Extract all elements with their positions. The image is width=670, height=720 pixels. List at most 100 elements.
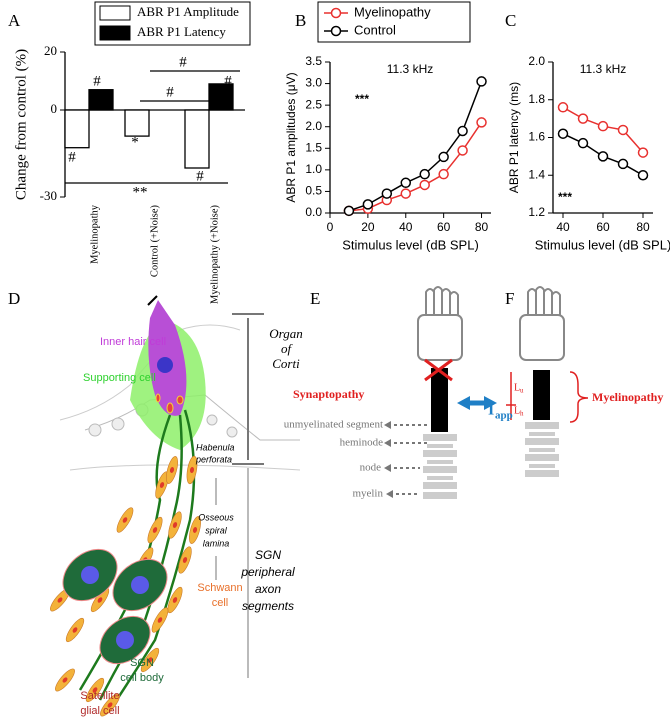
annotation: # xyxy=(93,73,101,89)
sgn-bodies xyxy=(62,548,168,665)
panel-letter: B xyxy=(295,11,306,30)
label: of xyxy=(281,341,294,356)
data-point xyxy=(419,168,430,180)
schwann-nucleus xyxy=(152,527,158,533)
y-axis-label: ABR P1 amplitudes (μV) xyxy=(284,72,298,202)
legend-marker xyxy=(330,7,342,19)
data-point xyxy=(381,188,393,199)
schwann-nucleus xyxy=(72,627,78,633)
schwann-nucleus xyxy=(157,617,163,623)
y-tick-label: 1.4 xyxy=(528,167,545,181)
annotation: # xyxy=(224,73,232,89)
bar xyxy=(64,109,90,149)
label: u xyxy=(520,387,524,395)
label: Organ xyxy=(269,326,302,341)
legend-label: Myelinopathy xyxy=(354,4,431,19)
data-point xyxy=(557,102,569,113)
x-tick-label: Myelinopathy xyxy=(89,204,100,264)
label: unmyelinated segment xyxy=(284,419,383,431)
label: peripheral xyxy=(240,565,295,579)
x-tick-label: Myelinopathy (+Noise) xyxy=(209,205,220,304)
y-tick-label: 1.5 xyxy=(305,140,322,154)
x-tick-label: 80 xyxy=(636,220,650,234)
data-point xyxy=(476,117,487,128)
neuron-schematic-f xyxy=(506,286,589,477)
label: cell xyxy=(212,597,229,609)
data-point xyxy=(419,179,430,191)
y-tick-label: 3.0 xyxy=(305,76,322,90)
annotation: # xyxy=(179,54,187,70)
label: Myelinopathy xyxy=(592,390,663,404)
y-tick-label: 2.0 xyxy=(305,119,322,133)
x-axis-label: Stimulus level (dB SPL) xyxy=(535,237,670,252)
data-point xyxy=(438,168,449,180)
panel-letter: A xyxy=(8,11,21,30)
bar xyxy=(184,109,210,169)
data-point xyxy=(457,125,468,137)
chart-title: 11.3 kHz xyxy=(387,62,433,76)
label: Supporting cell xyxy=(83,372,156,384)
annotation: *** xyxy=(558,190,572,204)
data-point xyxy=(400,177,412,189)
data-point xyxy=(343,205,355,217)
bar xyxy=(88,89,114,111)
x-tick-label: 80 xyxy=(475,220,489,234)
y-axis-label: ABR P1 latency (ms) xyxy=(507,82,521,193)
label: Habenula xyxy=(196,442,235,452)
y-tick-label: 1.6 xyxy=(528,130,545,144)
label: myelin xyxy=(352,488,383,500)
label: Satellite xyxy=(80,690,119,702)
y-axis-label: Change from control (%) xyxy=(13,49,29,200)
data-point xyxy=(577,137,589,149)
data-point xyxy=(597,151,609,162)
schwann-nucleus xyxy=(62,677,68,683)
x-tick-label: 60 xyxy=(437,220,451,234)
schwann-nucleus xyxy=(172,522,178,528)
label: Inner hair cell xyxy=(100,336,166,348)
data-point xyxy=(617,124,629,136)
schwann-nucleus xyxy=(169,467,175,473)
data-point xyxy=(476,76,487,87)
annotation: # xyxy=(68,149,76,165)
annotation: # xyxy=(196,168,204,184)
label: perforata xyxy=(195,454,232,464)
label: spiral xyxy=(205,525,228,535)
y-tick-label: 2.5 xyxy=(305,97,322,111)
y-tick-label: 1.8 xyxy=(528,92,545,106)
label: cell body xyxy=(120,672,164,684)
y-tick-label: 1.2 xyxy=(528,205,545,219)
bar xyxy=(208,83,234,111)
schwann-nucleus xyxy=(192,527,198,533)
label: L xyxy=(514,382,520,393)
label: Schwann xyxy=(197,582,242,594)
legend-label: ABR P1 Amplitude xyxy=(137,4,239,19)
label: Osseous xyxy=(198,512,234,522)
label: SGN xyxy=(255,548,281,562)
y-tick-label: 20 xyxy=(44,43,57,58)
data-point xyxy=(617,158,629,170)
y-tick-label: 0.0 xyxy=(305,205,322,219)
label: h xyxy=(520,410,524,418)
bar xyxy=(124,109,150,137)
neuron-schematic-e xyxy=(384,286,497,499)
schwann-nucleus xyxy=(147,657,153,663)
data-point xyxy=(637,147,649,158)
label: Synaptopathy xyxy=(293,387,364,401)
label: L xyxy=(514,405,520,416)
label: axon xyxy=(255,582,281,596)
schwann-nucleus xyxy=(172,597,178,603)
annotation: * xyxy=(131,134,139,150)
legend-label: ABR P1 Latency xyxy=(137,24,226,39)
significance-lines xyxy=(65,70,240,184)
label: node xyxy=(360,462,382,474)
data-point xyxy=(637,170,649,181)
label: SGN xyxy=(130,657,154,669)
legend-swatch xyxy=(99,25,131,41)
data-point xyxy=(457,145,468,156)
legend-box xyxy=(317,1,471,43)
data-point xyxy=(400,188,412,199)
schwann-nucleus xyxy=(159,482,165,488)
y-tick-label: 0.5 xyxy=(305,184,322,198)
x-tick-label: 20 xyxy=(361,220,375,234)
